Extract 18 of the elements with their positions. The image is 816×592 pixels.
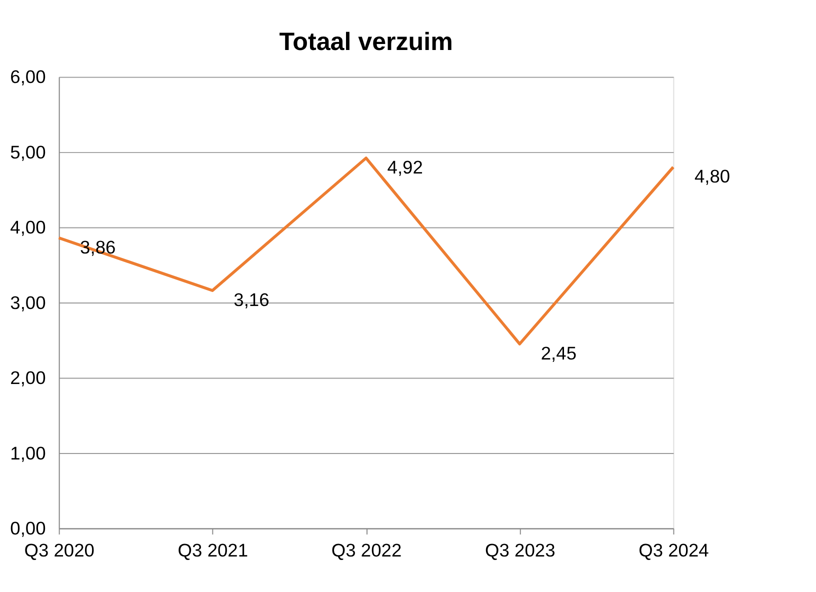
line-series	[57, 156, 675, 346]
y-tick-label: 2,00	[10, 367, 46, 388]
chart-title: Totaal verzuim	[279, 28, 453, 56]
data-label: 3,16	[234, 288, 270, 310]
y-tick-label: 5,00	[10, 141, 46, 162]
y-tick-label: 4,00	[10, 216, 46, 238]
y-tick-label: 3,00	[10, 292, 46, 313]
x-tick-label: Q3 2022	[331, 540, 402, 561]
x-tick-label: Q3 2023	[484, 540, 556, 561]
x-tick-label: Q3 2021	[178, 540, 248, 561]
data-label: 4,92	[387, 156, 423, 178]
data-label: 4,80	[694, 166, 730, 187]
data-label: 2,45	[540, 342, 577, 364]
x-tick-label: Q3 2020	[24, 540, 94, 561]
y-tick-label: 0,00	[10, 518, 46, 539]
y-tick-label: 6,00	[10, 66, 46, 88]
x-tick-label: Q3 2024	[638, 540, 709, 561]
y-tick-label: 1,00	[10, 442, 46, 464]
